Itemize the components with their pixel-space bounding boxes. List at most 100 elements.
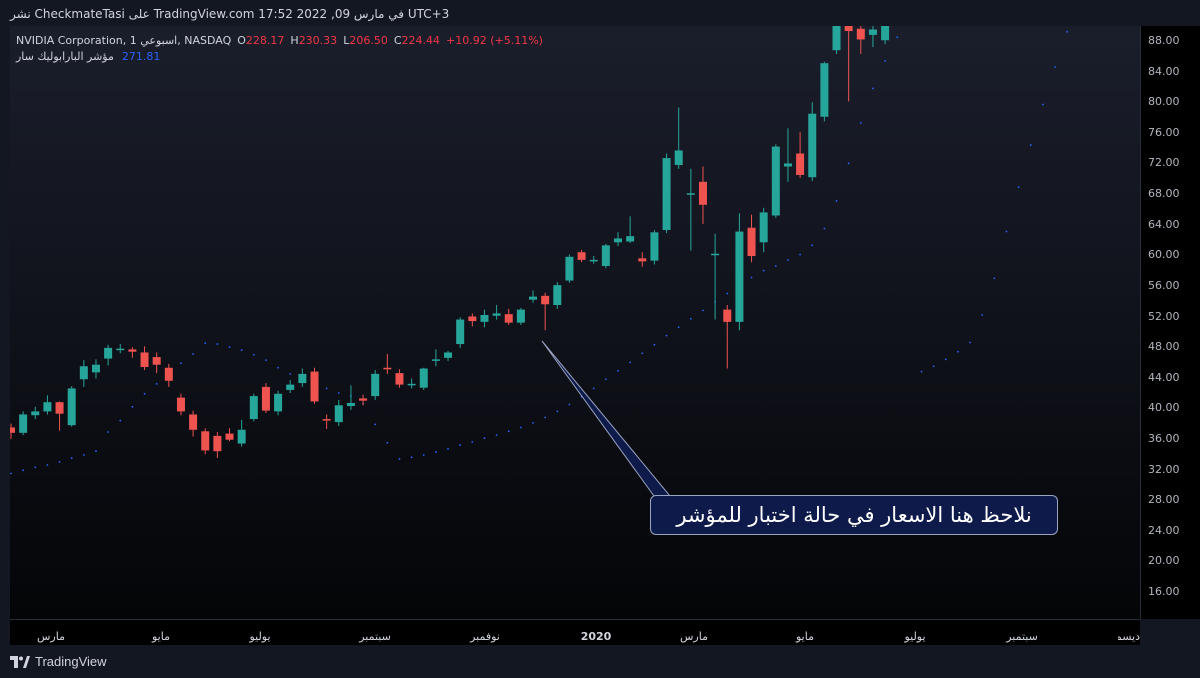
sar-dot (240, 349, 243, 352)
price-tick-label: 80.00 (1148, 95, 1180, 109)
tradingview-logo[interactable]: TradingView (10, 654, 107, 669)
price-tick-label: 20.00 (1148, 554, 1180, 568)
sar-dot (58, 461, 61, 463)
sar-dot (398, 457, 401, 460)
sar-dot (532, 421, 534, 424)
close-label: C (393, 34, 402, 47)
price-tick-label: 84.00 (1148, 64, 1180, 78)
candle-up (601, 245, 610, 266)
time-axis[interactable]: مارس مايو يوليو سبتمبر نوفمبر 2020 مارس مايو يول… (10, 619, 1140, 646)
time-tick-label: سبتمبر (359, 630, 391, 643)
indicator-name[interactable]: مؤشر البارابوليك سار (16, 50, 114, 63)
candle-down (359, 398, 368, 401)
candle-up (249, 396, 258, 420)
candle-down (189, 414, 198, 430)
sar-dot (969, 341, 971, 344)
symbol-name[interactable]: NVIDIA Corporation, اسبوعي 1, NASDAQ (16, 34, 232, 47)
candle-up (868, 29, 877, 35)
high-value: 230.33 (298, 34, 338, 47)
candle-up (419, 368, 428, 388)
candle-up (626, 236, 635, 242)
candle-up (274, 393, 283, 412)
sar-dot (1042, 103, 1044, 106)
sar-dot (143, 392, 146, 395)
time-tick-label: سبتمبر (1006, 630, 1038, 643)
price-tick-label: 60.00 (1148, 248, 1180, 262)
sar-dot (10, 472, 12, 475)
price-tick-label: 40.00 (1148, 401, 1180, 415)
price-axis[interactable] (1140, 26, 1200, 619)
sar-dot (435, 451, 437, 453)
price-tick-label: 88.00 (1148, 34, 1180, 47)
candle-down (201, 431, 210, 451)
sar-dot (70, 457, 73, 459)
sar-dot (932, 365, 935, 368)
sar-dot (289, 372, 292, 375)
candle-down (128, 349, 137, 352)
sar-dot (422, 454, 425, 456)
sar-dot (337, 392, 340, 394)
sar-dot (1054, 66, 1056, 68)
candle-up (735, 231, 744, 322)
candle-up (116, 348, 125, 351)
candle-down (638, 258, 647, 262)
sar-dot (192, 353, 195, 355)
sar-dot (568, 403, 571, 406)
sar-dot (374, 423, 377, 426)
sar-dot (410, 456, 413, 459)
sar-dot (131, 405, 134, 408)
candle-up (565, 256, 574, 281)
candle-down (698, 181, 707, 205)
time-tick-label: يوليو (904, 630, 926, 643)
price-tick-label: 24.00 (1148, 523, 1180, 537)
candle-down (468, 316, 477, 322)
annotation-callout[interactable]: نلاحظ هنا الاسعار في حالة اختبار للمؤشر (650, 495, 1058, 535)
sar-dot (726, 292, 729, 295)
candle-up (431, 359, 440, 361)
sar-dot (95, 450, 97, 453)
indicator-value: 271.81 (121, 50, 161, 63)
sar-dot (1005, 230, 1008, 233)
candle-up (771, 146, 780, 216)
sar-dot (896, 36, 899, 39)
sar-dot (107, 431, 110, 433)
price-tick-label: 36.00 (1148, 431, 1180, 445)
candle-up (91, 364, 100, 373)
price-chart[interactable] (10, 26, 1140, 619)
candle-down (844, 26, 853, 32)
sar-dot (1017, 186, 1020, 189)
time-tick-label: ديسمبر (1118, 630, 1140, 643)
sar-dot (702, 309, 704, 312)
sar-dot (325, 387, 328, 390)
sar-dot (629, 361, 632, 364)
candle-up (31, 411, 40, 416)
candle-up (67, 388, 76, 426)
price-tick-label: 76.00 (1148, 125, 1180, 139)
chart-legend: NVIDIA Corporation, اسبوعي 1, NASDAQ O22… (16, 34, 543, 63)
sar-dot (216, 343, 219, 345)
candle-down (322, 419, 331, 421)
high-label: H (290, 34, 299, 47)
time-tick-label: مايو (796, 630, 814, 643)
sar-dot (677, 326, 680, 329)
candle-down (796, 153, 805, 175)
sar-dot (957, 350, 959, 353)
sar-dot (119, 419, 122, 422)
price-tick-label: 72.00 (1148, 156, 1180, 170)
candle-up (43, 402, 52, 412)
time-tick-label: يوليو (249, 630, 271, 643)
candle-up (79, 366, 88, 380)
candle-down (213, 435, 222, 452)
candle-up (589, 259, 598, 262)
annotation-text: نلاحظ هنا الاسعار في حالة اختبار للمؤشر (676, 503, 1032, 527)
sar-dot (544, 416, 547, 419)
sar-dot (180, 362, 182, 365)
candle-down (140, 352, 149, 368)
candle-up (456, 319, 465, 345)
sar-dot (993, 277, 996, 280)
price-tick-label: 16.00 (1148, 585, 1180, 598)
price-tick-label: 44.00 (1148, 370, 1180, 384)
sar-dot (787, 258, 789, 261)
close-value: 224.44 (401, 34, 441, 47)
candle-up (759, 212, 768, 243)
